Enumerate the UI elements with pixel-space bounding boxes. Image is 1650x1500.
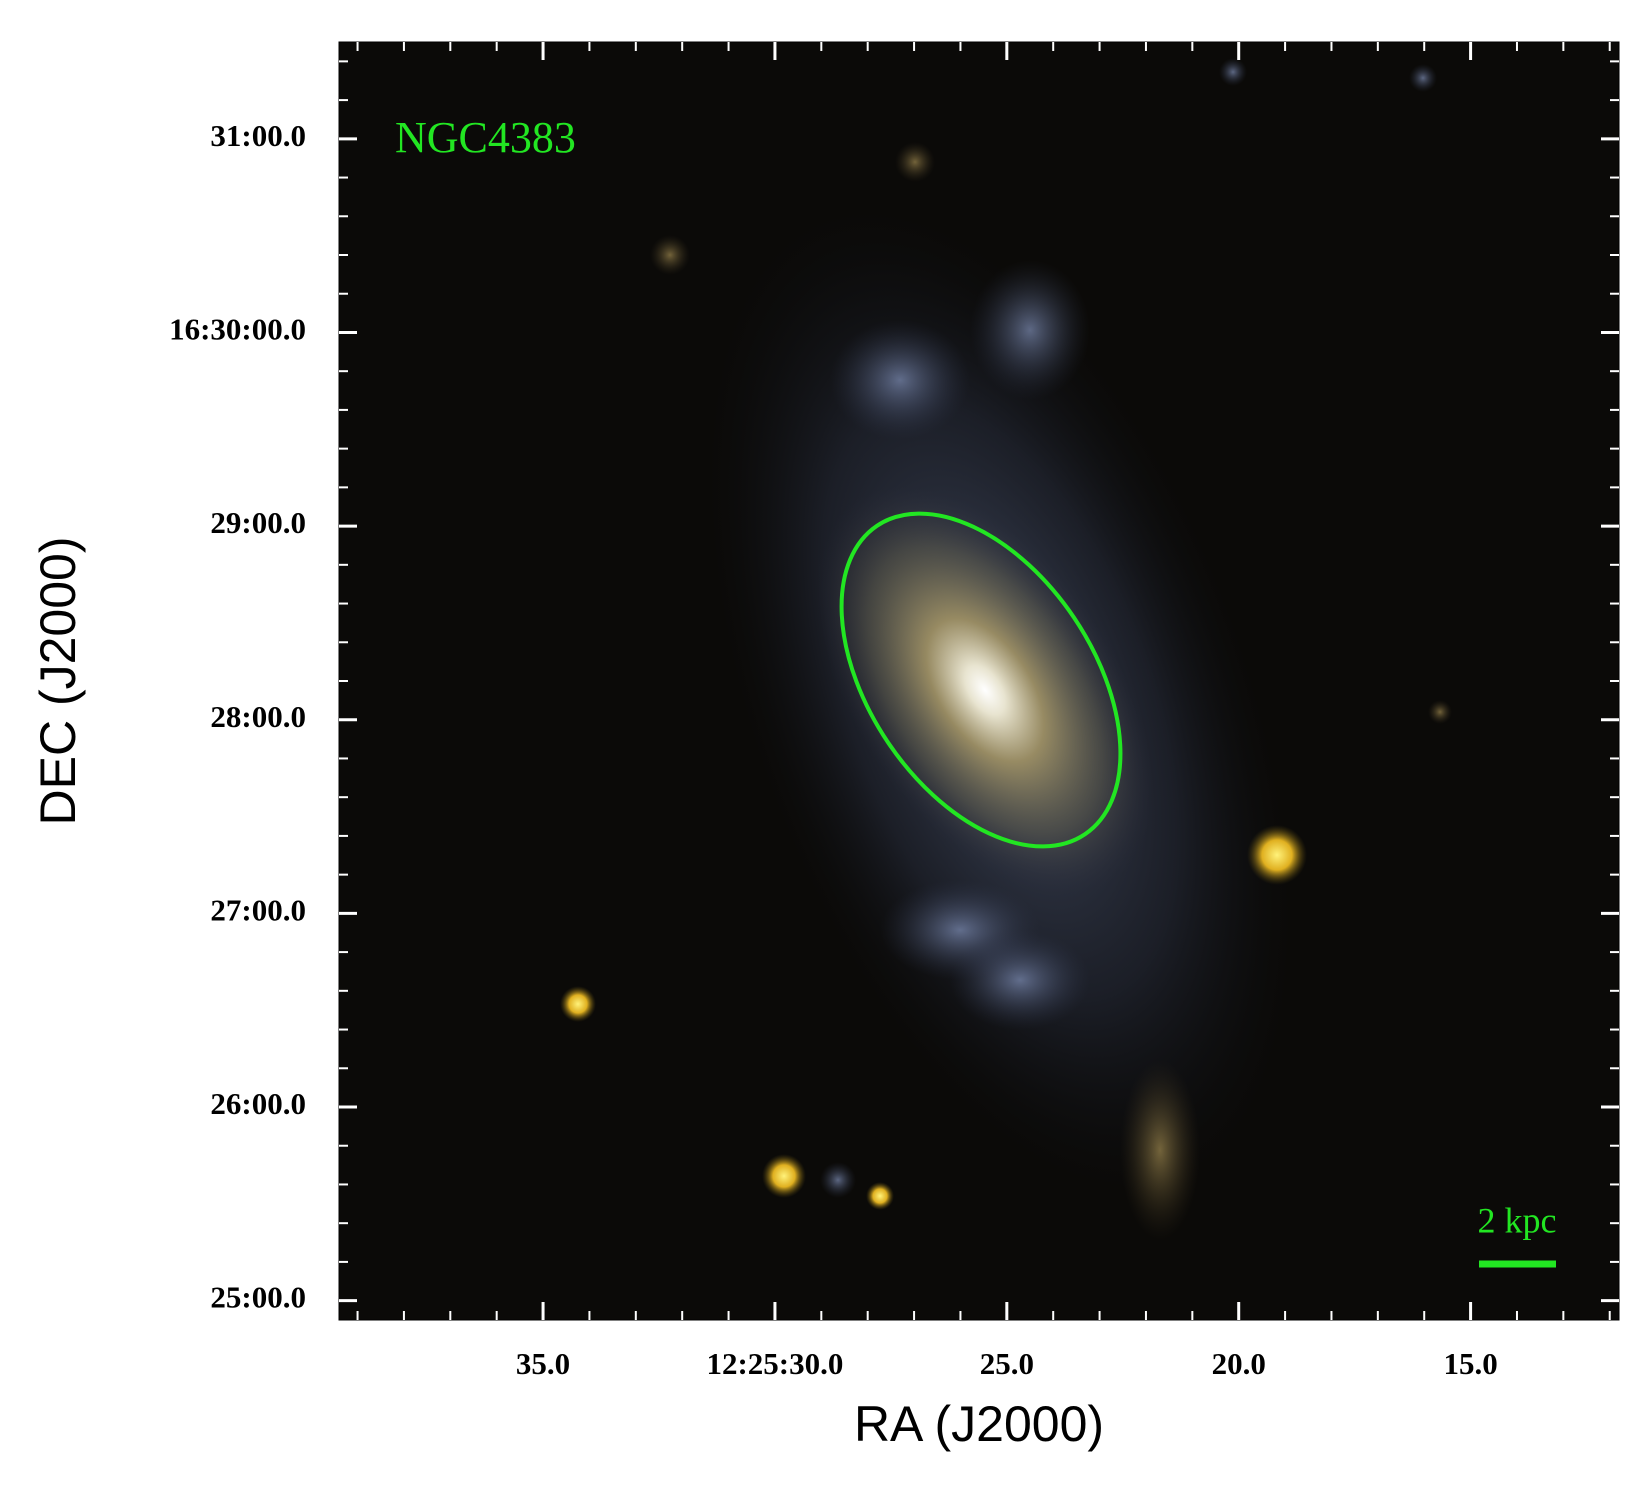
- y-tick-label: 31:00.0: [210, 118, 306, 153]
- y-axis-title: DEC (J2000): [30, 537, 86, 826]
- y-tick-label: 29:00.0: [210, 505, 306, 540]
- x-tick-label: 35.0: [516, 1346, 570, 1381]
- aperture-ellipse: [839, 511, 1123, 849]
- y-tick-label: 26:00.0: [210, 1086, 306, 1121]
- x-axis-title: RA (J2000): [854, 1396, 1104, 1452]
- y-tick-label: 28:00.0: [210, 699, 306, 734]
- sky-image: [339, 42, 1619, 1320]
- x-tick-label: 12:25:30.0: [706, 1346, 843, 1381]
- x-tick-label: 25.0: [980, 1346, 1034, 1381]
- x-tick-label: 15.0: [1443, 1346, 1497, 1381]
- y-tick-label: 16:30:00.0: [169, 312, 306, 347]
- scale-bar-label: 2 kpc: [1478, 1200, 1557, 1240]
- object-label: NGC4383: [395, 113, 576, 162]
- x-tick-label: 20.0: [1212, 1346, 1266, 1381]
- y-tick-label: 25:00.0: [210, 1280, 306, 1315]
- y-tick-label: 27:00.0: [210, 892, 306, 927]
